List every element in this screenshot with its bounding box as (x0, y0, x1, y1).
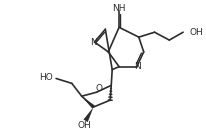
Text: OH: OH (78, 121, 91, 130)
Text: O: O (96, 84, 103, 93)
Polygon shape (83, 107, 94, 122)
Text: N: N (135, 62, 141, 71)
Polygon shape (82, 96, 95, 109)
Text: OH: OH (190, 28, 204, 37)
Text: N: N (90, 37, 97, 47)
Text: NH: NH (112, 4, 126, 13)
Text: HO: HO (39, 73, 53, 82)
